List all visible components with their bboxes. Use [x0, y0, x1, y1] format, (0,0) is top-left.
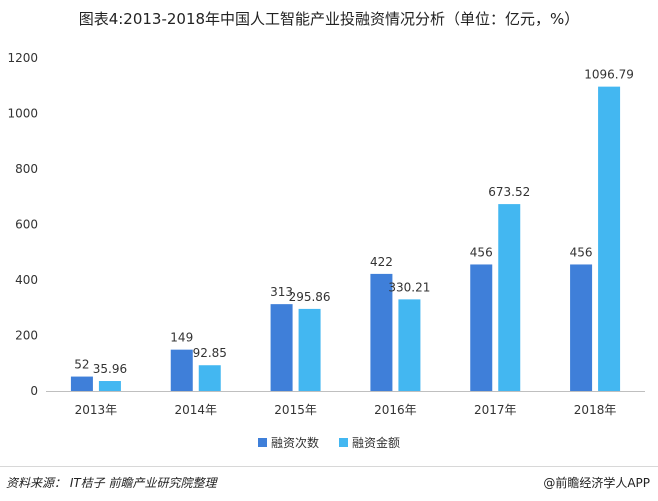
x-tick-label: 2013年	[75, 403, 118, 417]
footer-divider	[0, 466, 658, 467]
bar-funding-count	[370, 273, 393, 391]
bar-funding-amount	[498, 204, 521, 391]
legend-label: 融资金额	[352, 435, 400, 450]
bar-funding-count	[70, 376, 93, 391]
data-label: 52	[74, 358, 89, 372]
data-label: 295.86	[289, 290, 331, 304]
x-tick-label: 2015年	[274, 403, 317, 417]
x-tick-label: 2017年	[474, 403, 517, 417]
bar-funding-count	[570, 264, 593, 391]
data-label: 35.96	[93, 362, 127, 376]
bar-funding-amount	[198, 365, 221, 391]
brand-credit: @前瞻经济学人APP	[543, 476, 650, 490]
legend-swatch	[258, 438, 267, 447]
bar-funding-amount	[98, 381, 121, 391]
data-label: 456	[570, 245, 593, 259]
chart-axes: 0 200 400 600 800 1000 1200 2013年 2014年 2015年 2016…	[7, 51, 645, 417]
bar-funding-count	[170, 349, 193, 391]
bar-funding-count	[470, 264, 493, 391]
data-label: 456	[470, 245, 493, 259]
y-tick-label: 0	[30, 384, 38, 398]
bar-chart: 0 200 400 600 800 1000 1200 2013年 2014年 2015年 2016…	[7, 51, 645, 450]
x-tick-label: 2018年	[574, 403, 617, 417]
data-label: 92.85	[193, 346, 227, 360]
chart-title: 图表4:2013-2018年中国人工智能产业投融资情况分析（单位：亿元，%）	[78, 10, 580, 28]
x-tick-label: 2014年	[174, 403, 217, 417]
y-tick-label: 800	[15, 162, 38, 176]
x-tick-label: 2016年	[374, 403, 417, 417]
data-label: 313	[270, 285, 293, 299]
y-tick-label: 400	[15, 273, 38, 287]
data-label: 422	[370, 255, 393, 269]
y-tick-label: 1200	[7, 51, 38, 65]
bar-funding-count	[270, 304, 293, 391]
y-tick-label: 600	[15, 218, 38, 232]
source-note: 资料来源： IT桔子 前瞻产业研究院整理	[6, 476, 217, 490]
y-tick-label: 1000	[7, 107, 38, 121]
data-label: 673.52	[488, 185, 530, 199]
chart-legend: 融资次数 融资金额	[258, 435, 400, 450]
y-tick-label: 200	[15, 329, 38, 343]
bar-funding-amount	[598, 86, 621, 391]
bar-funding-amount	[298, 308, 321, 391]
data-label: 1096.79	[584, 68, 634, 82]
bar-funding-amount	[398, 299, 421, 391]
data-label: 330.21	[388, 280, 430, 294]
data-label: 149	[170, 331, 193, 345]
legend-label: 融资次数	[271, 435, 319, 450]
legend-swatch	[339, 438, 348, 447]
